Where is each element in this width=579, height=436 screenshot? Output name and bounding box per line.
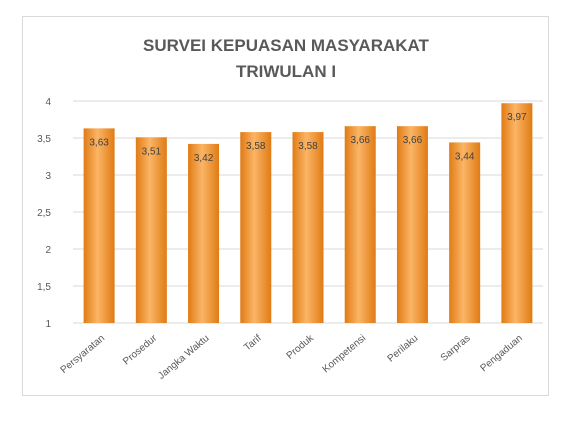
y-tick-label: 3	[45, 171, 51, 182]
bar-kompetensi	[344, 126, 376, 323]
x-category-label: Sarpras	[439, 333, 473, 364]
y-tick-label: 3,5	[37, 134, 51, 145]
bar-sarpras	[449, 142, 481, 323]
x-category-label: Jangka Waktu	[156, 333, 211, 382]
y-axis-ticks: 1 1,5 2 2,5 3 3,5 4	[37, 97, 51, 330]
data-label: 3,44	[455, 151, 475, 162]
data-label: 3,42	[194, 153, 214, 164]
data-label: 3,58	[298, 141, 318, 152]
x-category-label: Tarif	[242, 333, 264, 354]
y-tick-label: 4	[45, 97, 51, 108]
bar-perilaku	[396, 126, 428, 323]
chart-title-line-2: TRIWULAN I	[236, 62, 336, 81]
data-label: 3,51	[142, 146, 162, 157]
bar-prosedur	[135, 137, 167, 323]
data-label: 3,97	[507, 112, 527, 123]
x-category-label: Produk	[285, 332, 317, 361]
data-label: 3,58	[246, 141, 266, 152]
bar-produk	[292, 132, 324, 323]
data-label: 3,66	[403, 135, 423, 146]
x-category-label: Prosedur	[121, 332, 160, 367]
x-category-label: Pengaduan	[479, 333, 525, 374]
x-category-label: Persyaratan	[59, 333, 107, 376]
bar-pengaduan	[501, 103, 533, 323]
data-labels: 3,63 3,51 3,42 3,58 3,58 3,66 3,66 3,44 3,97	[89, 112, 527, 164]
x-category-label: Kompetensi	[321, 333, 369, 375]
bars	[83, 103, 533, 323]
bar-jangka-waktu	[188, 143, 220, 323]
y-tick-label: 1	[45, 319, 51, 330]
bar-persyaratan	[83, 128, 115, 323]
bar-tarif	[240, 132, 272, 323]
y-tick-label: 1,5	[37, 282, 51, 293]
data-label: 3,66	[350, 135, 370, 146]
x-category-label: Perilaku	[386, 333, 421, 365]
y-tick-label: 2,5	[37, 208, 51, 219]
chart-title-line-1: SURVEI KEPUASAN MASYARAKAT	[143, 36, 430, 55]
y-tick-label: 2	[45, 245, 51, 256]
data-label: 3,63	[89, 137, 109, 148]
bar-chart: SURVEI KEPUASAN MASYARAKAT TRIWULAN I 11…	[37, 36, 543, 382]
